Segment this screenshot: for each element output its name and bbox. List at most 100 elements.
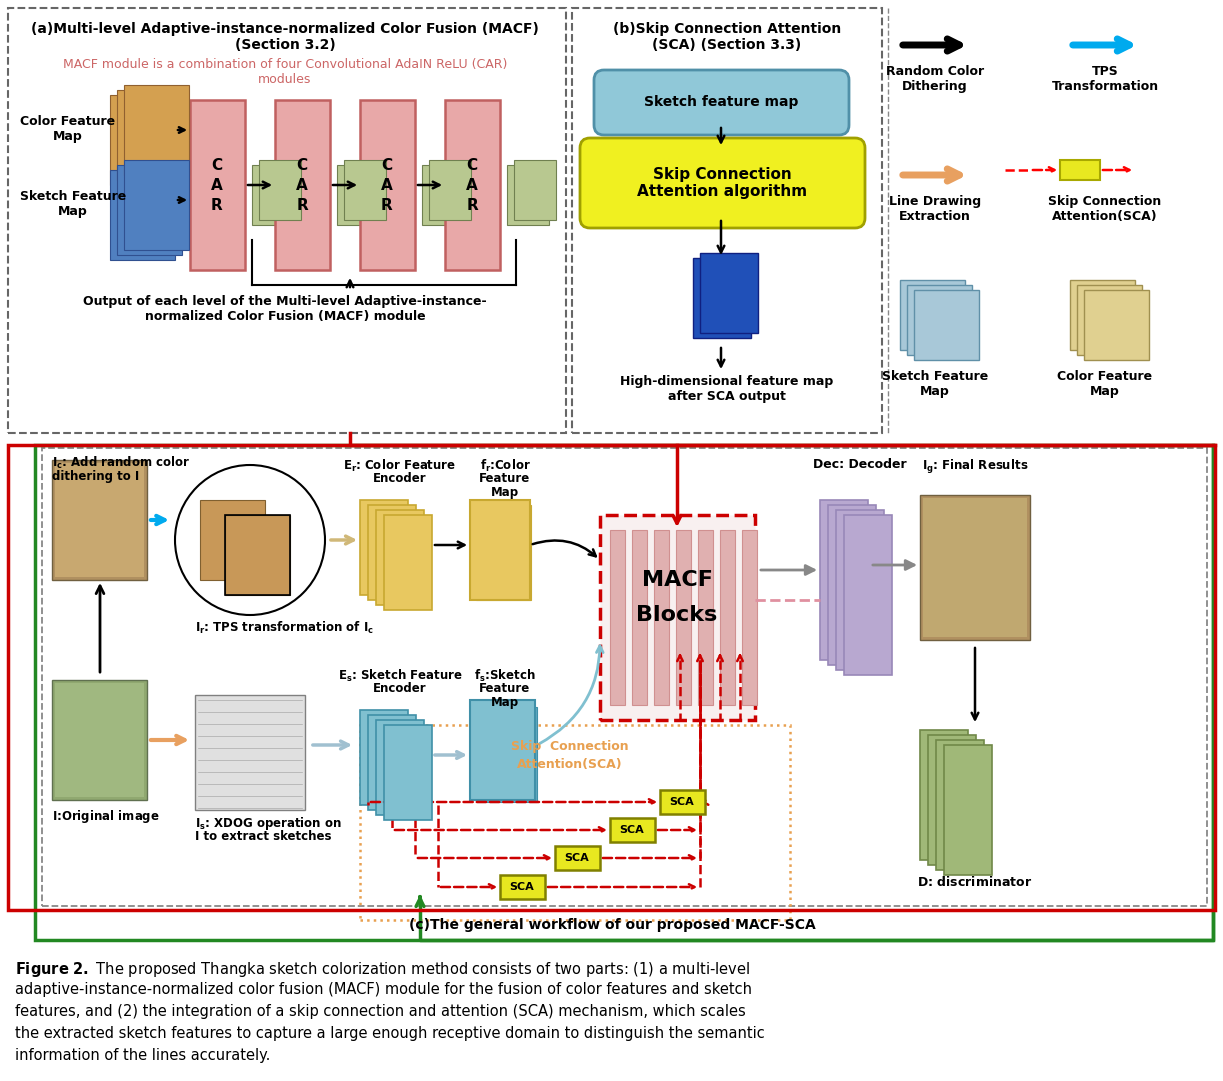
Text: $\mathbf{E_s}$: Sketch Feature: $\mathbf{E_s}$: Sketch Feature xyxy=(338,668,462,684)
Bar xyxy=(42,448,1207,906)
Bar xyxy=(124,85,190,175)
Text: adaptive-instance-normalized color fusion (MACF) module for the fusion of color : adaptive-instance-normalized color fusio… xyxy=(15,982,752,997)
Bar xyxy=(190,101,245,270)
Text: C: C xyxy=(466,158,477,173)
Text: $\mathbf{I_s}$: XDOG operation on: $\mathbf{I_s}$: XDOG operation on xyxy=(194,815,342,832)
Text: $\mathbf{E_r}$: Color Feature: $\mathbf{E_r}$: Color Feature xyxy=(344,458,456,475)
Bar xyxy=(9,445,1214,910)
Bar xyxy=(1070,280,1135,350)
Bar xyxy=(117,90,182,181)
Bar xyxy=(117,165,182,255)
Bar xyxy=(610,818,656,842)
Bar xyxy=(928,735,976,865)
Text: Output of each level of the Multi-level Adaptive-instance-
normalized Color Fusi: Output of each level of the Multi-level … xyxy=(83,295,487,323)
Bar xyxy=(920,495,1030,640)
Bar xyxy=(338,165,379,225)
Text: A: A xyxy=(212,177,223,192)
Bar xyxy=(500,875,545,899)
FancyBboxPatch shape xyxy=(580,138,865,228)
Text: C: C xyxy=(212,158,223,173)
Text: (c)The general workflow of our proposed MACF-SCA: (c)The general workflow of our proposed … xyxy=(408,918,816,932)
Text: Skip Connection
Attention algorithm: Skip Connection Attention algorithm xyxy=(637,166,807,199)
Text: $\mathbf{Figure\ 2.}$ The proposed Thangka sketch colorization method consists o: $\mathbf{Figure\ 2.}$ The proposed Thang… xyxy=(15,960,750,979)
Bar xyxy=(201,501,265,580)
FancyBboxPatch shape xyxy=(594,70,849,135)
Bar xyxy=(610,530,625,705)
Text: Skip Connection
Attention(SCA): Skip Connection Attention(SCA) xyxy=(1048,195,1162,223)
Bar xyxy=(368,715,416,810)
Bar xyxy=(923,498,1027,637)
Bar xyxy=(632,530,647,705)
Bar xyxy=(936,740,985,870)
Text: $\mathbf{f_s}$:Sketch: $\mathbf{f_s}$:Sketch xyxy=(475,668,536,684)
Text: $\mathbf{I_g}$: Final Results: $\mathbf{I_g}$: Final Results xyxy=(922,458,1029,476)
Bar xyxy=(819,501,868,660)
Text: R: R xyxy=(466,198,478,213)
Text: Sketch Feature
Map: Sketch Feature Map xyxy=(20,190,126,218)
Bar xyxy=(837,510,884,670)
Text: Encoder: Encoder xyxy=(373,472,427,485)
Text: $\mathbf{I_c}$: Add random color: $\mathbf{I_c}$: Add random color xyxy=(53,455,191,471)
Bar xyxy=(55,463,144,577)
Bar xyxy=(35,445,1213,940)
Bar xyxy=(124,160,190,250)
Text: SCA: SCA xyxy=(510,882,534,892)
Bar xyxy=(53,680,147,800)
Bar xyxy=(720,530,735,705)
Text: $\mathbf{D}$: discriminator: $\mathbf{D}$: discriminator xyxy=(917,875,1032,889)
Text: High-dimensional feature map
after SCA output: High-dimensional feature map after SCA o… xyxy=(620,375,834,403)
Text: C: C xyxy=(382,158,393,173)
Bar xyxy=(1084,290,1148,360)
Text: A: A xyxy=(296,177,308,192)
Text: Encoder: Encoder xyxy=(373,682,427,695)
Bar xyxy=(700,253,758,333)
Text: (b)Skip Connection Attention
(SCA) (Section 3.3): (b)Skip Connection Attention (SCA) (Sect… xyxy=(613,22,841,52)
Text: A: A xyxy=(382,177,393,192)
Text: MACF module is a combination of four Convolutional AdaIN ReLU (CAR)
modules: MACF module is a combination of four Con… xyxy=(62,58,508,86)
Text: $\mathbf{I}$:Original image: $\mathbf{I}$:Original image xyxy=(53,808,160,825)
Bar xyxy=(600,515,755,720)
Text: Sketch Feature
Map: Sketch Feature Map xyxy=(882,370,988,398)
Text: Map: Map xyxy=(490,486,519,499)
Bar xyxy=(676,530,691,705)
Bar xyxy=(477,707,537,802)
Bar xyxy=(944,745,992,875)
Text: SCA: SCA xyxy=(565,853,589,863)
Bar xyxy=(1077,285,1142,355)
Bar xyxy=(55,683,144,797)
Text: SCA: SCA xyxy=(1068,165,1092,175)
Bar xyxy=(194,695,305,810)
Text: $\mathbf{I_r}$: TPS transformation of $\mathbf{I_c}$: $\mathbf{I_r}$: TPS transformation of $\… xyxy=(194,620,374,636)
Text: Sketch feature map: Sketch feature map xyxy=(643,95,799,109)
Bar xyxy=(110,170,175,261)
Text: Random Color
Dithering: Random Color Dithering xyxy=(885,65,985,93)
Bar xyxy=(252,165,294,225)
Text: R: R xyxy=(296,198,308,213)
Bar xyxy=(375,510,424,605)
Text: A: A xyxy=(466,177,478,192)
Circle shape xyxy=(175,465,325,615)
Bar xyxy=(572,8,882,433)
Bar xyxy=(225,515,290,595)
Bar xyxy=(514,160,556,221)
Text: Color Feature
Map: Color Feature Map xyxy=(20,115,115,143)
Bar xyxy=(914,290,978,360)
Bar xyxy=(555,846,600,870)
Text: R: R xyxy=(212,198,223,213)
Bar xyxy=(368,505,416,600)
Text: Dec: Decoder: Dec: Decoder xyxy=(813,458,906,471)
Text: Attention(SCA): Attention(SCA) xyxy=(517,758,623,771)
Bar xyxy=(375,720,424,815)
Text: the extracted sketch features to capture a large enough receptive domain to dist: the extracted sketch features to capture… xyxy=(15,1026,764,1041)
Bar xyxy=(900,280,965,350)
Text: R: R xyxy=(382,198,393,213)
Text: Feature: Feature xyxy=(479,682,531,695)
Bar xyxy=(693,258,751,338)
Bar xyxy=(275,101,330,270)
Bar xyxy=(429,160,471,221)
Bar xyxy=(660,790,704,814)
Bar xyxy=(9,8,566,433)
Bar xyxy=(470,501,530,600)
Bar xyxy=(844,515,892,675)
Bar xyxy=(344,160,386,221)
